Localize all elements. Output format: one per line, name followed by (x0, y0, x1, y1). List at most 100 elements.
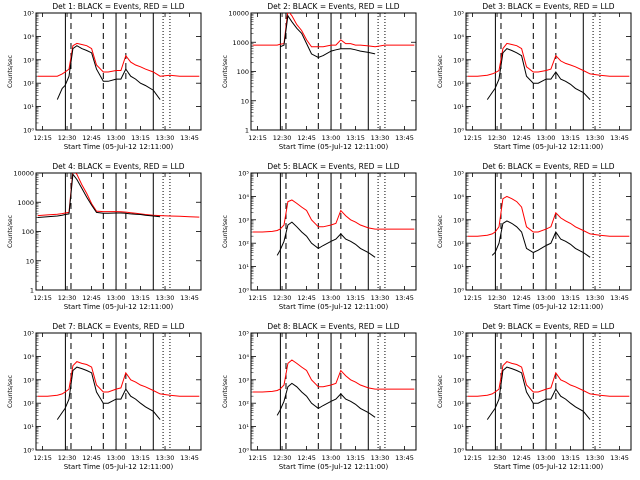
x-axis-label: Start Time (05-Jul-12 12:11:00) (64, 143, 174, 151)
series-line-events (276, 382, 376, 418)
y-tick-label: 10⁰ (238, 287, 249, 295)
detector-panel-8: Det 8: BLACK = Events, RED = LLD 12:15 12:… (222, 322, 417, 471)
y-tick-label: 1 (30, 287, 34, 295)
panel-title: Det 8: BLACK = Events, RED = LLD (267, 322, 399, 331)
x-tick-label: 13:15 (561, 134, 580, 142)
plot-frame (465, 12, 632, 131)
detector-panel-3: Det 3: BLACK = Events, RED = LLD 12:15 12:… (437, 2, 632, 151)
y-tick-label: 10² (238, 400, 249, 408)
plot-frame (465, 172, 632, 291)
y-tick-label: 10⁴ (453, 193, 464, 201)
y-tick-label: 10⁵ (453, 330, 464, 338)
series-line-lld (252, 199, 415, 233)
y-tick-label: 1 (245, 127, 249, 135)
x-tick-label: 13:00 (322, 294, 341, 302)
panel-title: Det 3: BLACK = Events, RED = LLD (482, 2, 614, 11)
detector-panel-2: Det 2: BLACK = Events, RED = LLD 12:15 12:… (222, 2, 417, 151)
detector-panel-6: Det 6: BLACK = Events, RED = LLD 12:15 12:… (437, 162, 632, 311)
series-line-lld (467, 42, 630, 77)
y-tick-label: 100 (22, 228, 34, 236)
series-line-events (276, 221, 376, 258)
x-tick-label: 13:45 (610, 134, 629, 142)
y-tick-label: 10⁵ (238, 330, 249, 338)
x-tick-label: 12:15 (463, 294, 482, 302)
plot-frame (250, 12, 417, 131)
y-tick-label: 10⁰ (23, 447, 34, 455)
series-line-lld (252, 359, 415, 393)
x-axis-label: Start Time (05-Jul-12 12:11:00) (64, 303, 174, 311)
y-tick-label: 10³ (238, 376, 249, 384)
x-tick-label: 13:00 (537, 294, 556, 302)
y-tick-label: 10² (238, 240, 249, 248)
series-line-events (491, 220, 591, 258)
y-axis-label: Counts/sec (7, 55, 14, 88)
x-tick-label: 12:45 (297, 134, 316, 142)
x-tick-label: 12:30 (58, 454, 77, 462)
y-tick-label: 10000 (228, 10, 249, 18)
x-tick-label: 13:00 (107, 134, 126, 142)
y-tick-label: 10⁰ (23, 127, 34, 135)
x-tick-label: 12:45 (297, 454, 316, 462)
series-line-lld (37, 42, 200, 77)
y-tick-label: 10⁵ (453, 170, 464, 178)
x-tick-label: 13:45 (180, 294, 199, 302)
detector-panel-9: Det 9: BLACK = Events, RED = LLD 12:15 12:… (437, 322, 632, 471)
y-tick-label: 10² (23, 400, 34, 408)
x-tick-label: 13:45 (610, 294, 629, 302)
x-tick-label: 13:30 (371, 134, 390, 142)
y-tick-label: 10 (26, 257, 34, 265)
y-tick-label: 10¹ (453, 423, 464, 431)
x-tick-label: 12:15 (33, 134, 52, 142)
y-tick-label: 1000 (232, 39, 249, 47)
x-tick-label: 13:30 (156, 454, 175, 462)
x-tick-label: 13:30 (586, 454, 605, 462)
y-axis-label: Counts/sec (7, 215, 14, 248)
y-tick-label: 10⁰ (453, 287, 464, 295)
y-tick-label: 10⁵ (453, 10, 464, 18)
x-tick-label: 12:30 (273, 294, 292, 302)
x-tick-label: 13:30 (586, 294, 605, 302)
x-tick-label: 12:30 (488, 454, 507, 462)
y-tick-label: 10² (453, 400, 464, 408)
y-tick-label: 10³ (23, 376, 34, 384)
series-line-events (279, 14, 376, 59)
plot-frame (35, 172, 202, 291)
x-tick-label: 13:30 (371, 454, 390, 462)
series-line-events (56, 366, 161, 420)
x-axis-label: Start Time (05-Jul-12 12:11:00) (279, 463, 389, 471)
y-tick-label: 10⁴ (453, 353, 464, 361)
x-tick-label: 13:00 (322, 134, 341, 142)
x-tick-label: 13:15 (131, 294, 150, 302)
series-line-events (37, 173, 161, 218)
x-tick-label: 13:45 (180, 454, 199, 462)
x-tick-label: 13:45 (395, 294, 414, 302)
y-tick-label: 10⁴ (23, 353, 34, 361)
x-tick-label: 13:30 (156, 134, 175, 142)
plot-frame (35, 12, 202, 131)
x-tick-label: 12:30 (488, 134, 507, 142)
x-tick-label: 12:15 (248, 454, 267, 462)
x-tick-label: 13:15 (131, 454, 150, 462)
x-tick-label: 12:30 (273, 134, 292, 142)
x-tick-label: 12:15 (33, 454, 52, 462)
x-axis-label: Start Time (05-Jul-12 12:11:00) (494, 143, 604, 151)
series-line-events (486, 48, 591, 100)
detector-panel-7: Det 7: BLACK = Events, RED = LLD 12:15 12:… (7, 322, 202, 471)
plot-frame (250, 332, 417, 451)
x-tick-label: 12:30 (273, 454, 292, 462)
x-tick-label: 13:45 (180, 134, 199, 142)
y-tick-label: 10⁴ (453, 33, 464, 41)
y-tick-label: 10¹ (238, 423, 249, 431)
y-tick-label: 10¹ (238, 263, 249, 271)
x-tick-label: 13:45 (395, 454, 414, 462)
y-axis-label: Counts/sec (437, 215, 444, 248)
y-tick-label: 10⁰ (453, 127, 464, 135)
x-axis-label: Start Time (05-Jul-12 12:11:00) (64, 463, 174, 471)
series-line-lld (37, 361, 200, 397)
x-tick-label: 13:15 (346, 294, 365, 302)
y-tick-label: 10³ (453, 216, 464, 224)
y-tick-label: 10¹ (453, 263, 464, 271)
x-tick-label: 12:15 (248, 294, 267, 302)
y-tick-label: 10⁴ (238, 353, 249, 361)
